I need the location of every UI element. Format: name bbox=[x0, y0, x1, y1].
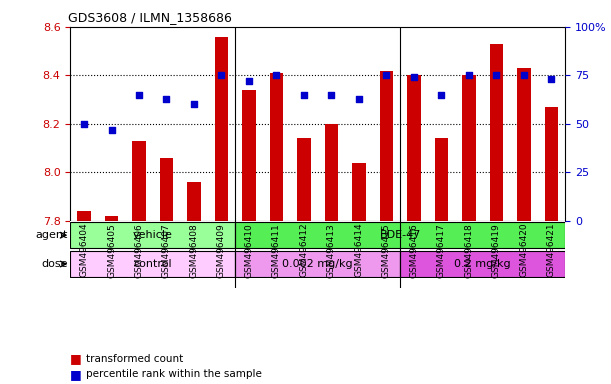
Point bbox=[107, 127, 117, 133]
Text: vehicle: vehicle bbox=[133, 230, 173, 240]
Point bbox=[217, 72, 227, 78]
Point bbox=[244, 78, 254, 84]
Text: 0.2 mg/kg: 0.2 mg/kg bbox=[455, 259, 511, 269]
Point bbox=[381, 72, 392, 78]
Bar bbox=[132, 141, 146, 221]
Text: 0.002 mg/kg: 0.002 mg/kg bbox=[282, 259, 353, 269]
Text: GSM496410: GSM496410 bbox=[244, 223, 254, 278]
Text: control: control bbox=[133, 259, 172, 269]
Bar bbox=[352, 163, 366, 221]
Bar bbox=[379, 71, 393, 221]
Bar bbox=[324, 124, 338, 221]
Text: GSM496405: GSM496405 bbox=[107, 223, 116, 278]
Bar bbox=[544, 107, 558, 221]
Point bbox=[409, 74, 419, 80]
Point bbox=[161, 96, 171, 102]
Bar bbox=[517, 68, 531, 221]
Bar bbox=[434, 138, 448, 221]
Point bbox=[272, 72, 282, 78]
Text: GSM496411: GSM496411 bbox=[272, 223, 281, 278]
Text: GSM496419: GSM496419 bbox=[492, 223, 501, 278]
Text: GSM496404: GSM496404 bbox=[79, 223, 89, 278]
Bar bbox=[70, 251, 235, 277]
Bar bbox=[407, 75, 421, 221]
Text: GSM496420: GSM496420 bbox=[519, 223, 529, 278]
Point bbox=[492, 72, 502, 78]
Point bbox=[189, 101, 199, 108]
Text: GSM496421: GSM496421 bbox=[547, 223, 556, 278]
Text: GSM496417: GSM496417 bbox=[437, 223, 446, 278]
Bar bbox=[297, 138, 311, 221]
Bar bbox=[159, 158, 174, 221]
Bar bbox=[462, 75, 476, 221]
Text: GSM496415: GSM496415 bbox=[382, 223, 391, 278]
Text: GDS3608 / ILMN_1358686: GDS3608 / ILMN_1358686 bbox=[68, 11, 232, 24]
Point bbox=[519, 72, 529, 78]
Text: dose: dose bbox=[41, 259, 68, 269]
Bar bbox=[400, 251, 565, 277]
Text: GSM496414: GSM496414 bbox=[354, 223, 364, 278]
Bar bbox=[70, 222, 235, 248]
Text: GSM496406: GSM496406 bbox=[134, 223, 144, 278]
Point bbox=[354, 96, 364, 102]
Bar bbox=[235, 222, 565, 248]
Bar bbox=[489, 44, 503, 221]
Text: GSM496409: GSM496409 bbox=[217, 223, 226, 278]
Text: GSM496416: GSM496416 bbox=[409, 223, 419, 278]
Point bbox=[547, 76, 557, 82]
Bar bbox=[214, 36, 229, 221]
Point bbox=[299, 92, 309, 98]
Text: GSM496407: GSM496407 bbox=[162, 223, 171, 278]
Text: GSM496408: GSM496408 bbox=[189, 223, 199, 278]
Bar bbox=[104, 216, 119, 221]
Bar bbox=[77, 211, 91, 221]
Point bbox=[437, 92, 447, 98]
Text: GSM496412: GSM496412 bbox=[299, 223, 309, 278]
Point bbox=[464, 72, 474, 78]
Point bbox=[134, 92, 144, 98]
Text: percentile rank within the sample: percentile rank within the sample bbox=[86, 369, 262, 379]
Text: agent: agent bbox=[35, 230, 68, 240]
Text: ■: ■ bbox=[70, 353, 86, 366]
Text: transformed count: transformed count bbox=[86, 354, 183, 364]
Point bbox=[79, 121, 89, 127]
Text: ■: ■ bbox=[70, 368, 86, 381]
Bar bbox=[235, 251, 400, 277]
Bar bbox=[242, 90, 256, 221]
Point bbox=[327, 92, 337, 98]
Text: GSM496418: GSM496418 bbox=[464, 223, 474, 278]
Text: GSM496413: GSM496413 bbox=[327, 223, 336, 278]
Text: BDE-47: BDE-47 bbox=[379, 230, 421, 240]
Bar bbox=[269, 73, 284, 221]
Bar bbox=[187, 182, 201, 221]
